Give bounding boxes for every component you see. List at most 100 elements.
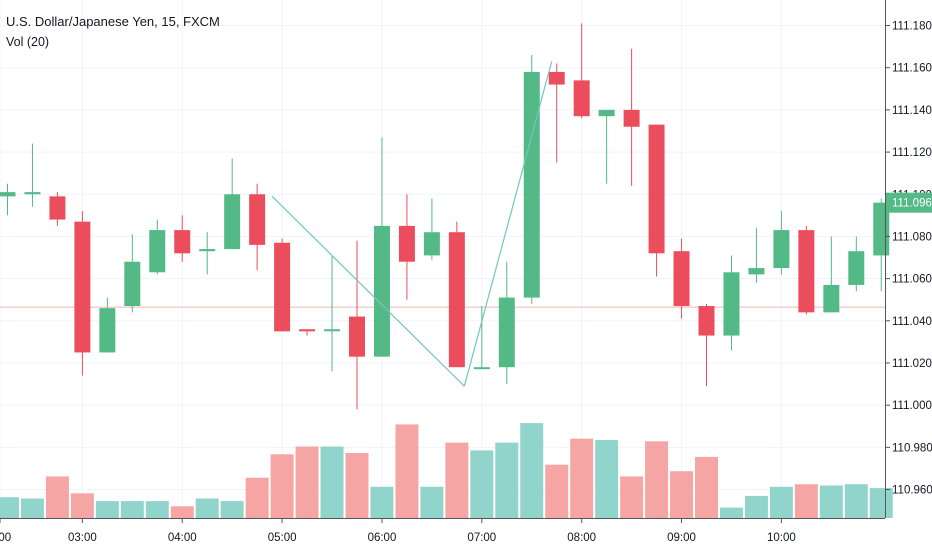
candle [174,215,191,262]
candle-body [623,109,640,127]
volume-bar [120,501,144,518]
time-tick-label: 10:00 [767,532,796,544]
candle [598,109,615,184]
candle [673,238,690,319]
price-tick-label: 111.160 [892,63,932,75]
candlestick-series[interactable] [0,23,890,410]
candle [798,225,815,315]
candle [24,143,41,207]
time-tick-label: 04:00 [168,532,197,544]
candle-body [573,80,590,117]
price-tick-label: 110.960 [892,485,932,497]
candle [0,183,16,216]
volume-bar [470,450,494,518]
price-tick-label: 111.040 [892,316,932,328]
candle [823,236,840,313]
volume-bar [345,453,369,518]
candle [448,221,465,368]
price-axis[interactable]: 111.180111.160111.140111.120111.100111.0… [885,21,932,497]
volume-bar [695,456,718,518]
volume-bar [744,495,768,518]
candle-body [648,124,665,254]
volume-bar [70,493,94,518]
candle [299,329,316,336]
candle-body [274,242,291,332]
candle [773,211,790,275]
candle-body [99,308,116,353]
candle [698,303,715,387]
volume-bar [395,424,419,518]
candle-body [249,194,266,245]
volume-bar [295,446,319,518]
volume-bars [0,423,893,518]
last-price-background [886,192,932,213]
candle [373,137,390,357]
candle [274,238,291,332]
candle-body [473,367,490,370]
candle [473,306,490,370]
candle [648,124,665,277]
candle-body [174,230,191,254]
trend-line [271,195,465,387]
candle-body [299,329,316,332]
candle-body [124,261,141,307]
candle [748,227,765,283]
volume-bar [869,488,893,518]
volume-bar [0,497,19,518]
candle-body [498,297,515,368]
time-tick-label: 09:00 [667,532,696,544]
candle [523,55,540,304]
price-tick-label: 111.080 [892,231,932,243]
volume-bar [95,501,119,518]
volume-bar [420,486,444,518]
time-tick-label: 08:00 [567,532,596,544]
candle-body [773,230,790,269]
candle-body [848,251,865,285]
candle-body [548,71,565,85]
candle-body [748,268,765,275]
candle [848,236,865,292]
volume-bar [520,423,544,518]
volume-bar [270,454,294,518]
candle [324,255,341,372]
time-tick-label: 07:00 [467,532,496,544]
volume-bar [20,498,44,518]
candle [498,261,515,385]
trend-line [463,61,553,387]
candle [224,158,241,250]
candle-body [24,192,41,195]
candle [349,240,365,410]
candle-body [149,230,166,273]
volume-bar [670,471,694,518]
candle [49,192,66,226]
volume-bar [769,486,793,518]
candle-body [373,225,390,357]
candle-body [448,232,465,368]
price-tick-label: 111.140 [892,105,932,117]
candle-body [398,225,415,262]
trend-line-layer[interactable] [271,61,553,387]
candle [573,23,590,119]
candle [398,194,415,300]
price-tick-label: 110.980 [892,442,932,454]
volume-bar [370,486,394,518]
time-axis[interactable]: 3:00 03:00 04:00 05:00 06:00 07:00 08:00 09:00 1… [0,518,796,544]
candle-body [798,230,815,313]
candle-body [698,306,715,336]
candle [548,63,565,163]
volume-indicator-label[interactable]: Vol (20) [6,35,50,49]
price-tick-label: 111.180 [892,21,932,33]
candle-body [423,232,440,256]
price-tick-label: 111.000 [892,400,932,412]
volume-bar [245,477,269,518]
price-tick-label: 111.060 [892,274,932,286]
candle-body [324,329,341,332]
candle [99,297,116,353]
candle [199,232,216,275]
volume-bar [645,441,669,518]
volume-bar [220,501,244,518]
candle-body [723,272,740,336]
volume-bar [844,484,868,518]
volume-bar [719,507,743,518]
